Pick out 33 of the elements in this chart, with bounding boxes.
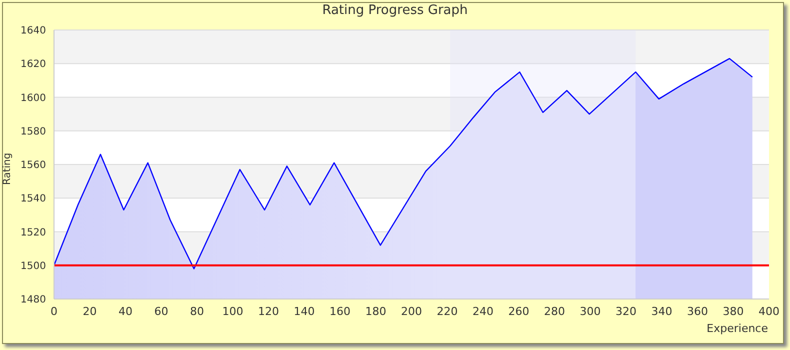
x-tick-label: 180 xyxy=(365,304,386,318)
x-tick-label: 400 xyxy=(758,304,780,318)
x-tick-label: 0 xyxy=(50,304,58,318)
y-tick-label: 1580 xyxy=(20,126,46,138)
x-tick-label: 40 xyxy=(118,304,132,318)
y-tick-label: 1520 xyxy=(20,227,46,238)
y-tick-label: 1560 xyxy=(20,160,46,172)
x-tick-label: 160 xyxy=(330,304,350,318)
x-tick-label: 240 xyxy=(472,304,494,318)
y-axis-title: Rating xyxy=(2,152,14,185)
x-axis-title: Experience xyxy=(706,322,768,335)
x-tick-label: 300 xyxy=(580,304,601,318)
x-tick-label: 80 xyxy=(190,304,204,318)
y-tick-label: 1620 xyxy=(20,59,46,70)
x-tick-label: 20 xyxy=(82,304,97,318)
x-tick-label: 60 xyxy=(154,304,168,318)
y-tick-label: 1640 xyxy=(20,26,46,37)
x-tick-label: 380 xyxy=(722,304,744,318)
x-tick-label: 200 xyxy=(401,304,422,318)
x-tick-label: 360 xyxy=(687,304,708,318)
y-tick-label: 1540 xyxy=(20,194,46,205)
x-tick-label: 320 xyxy=(616,304,636,318)
x-tick-label: 220 xyxy=(436,304,458,318)
y-tick-label: 1480 xyxy=(20,294,46,306)
chart-title: Rating Progress Graph xyxy=(321,3,469,18)
x-tick-label: 140 xyxy=(294,304,315,318)
x-tick-label: 260 xyxy=(508,304,530,318)
y-tick-label: 1600 xyxy=(20,92,46,104)
x-tick-label: 120 xyxy=(258,304,279,318)
x-tick-label: 340 xyxy=(651,304,672,318)
x-tick-label: 280 xyxy=(544,304,565,318)
y-tick-label: 1500 xyxy=(20,260,46,272)
x-tick-label: 100 xyxy=(222,304,244,318)
